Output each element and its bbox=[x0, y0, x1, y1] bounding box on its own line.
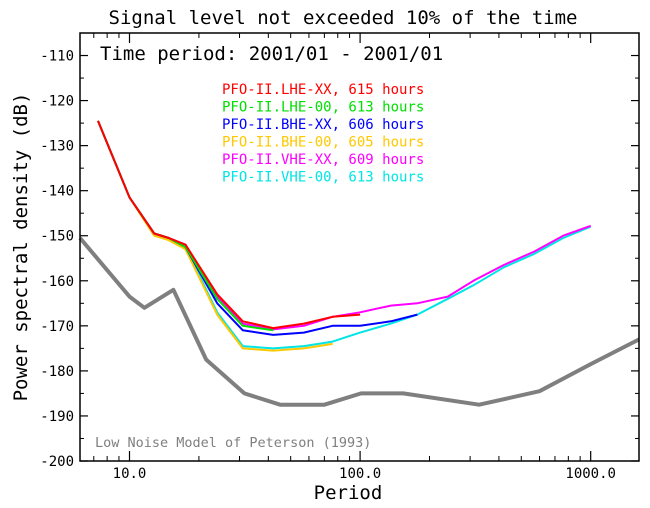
legend-entry: PFO-II.LHE-00, 613 hours bbox=[222, 100, 424, 116]
y-tick-label: -190 bbox=[40, 409, 74, 425]
x-tick-label: 10.0 bbox=[113, 466, 147, 482]
legend-entry: PFO-II.BHE-XX, 606 hours bbox=[222, 117, 424, 133]
legend-entry: PFO-II.BHE-00, 605 hours bbox=[222, 135, 424, 151]
y-axis-label: Power spectral density (dB) bbox=[10, 93, 32, 402]
y-tick-label: -200 bbox=[40, 454, 74, 470]
ticks-layer: -200 -190 -180 -170 -160 -150 -140 -130 -120 -110… bbox=[40, 33, 639, 482]
y-tick-label: -140 bbox=[40, 184, 74, 200]
legend-entry: PFO-II.LHE-XX, 615 hours bbox=[222, 82, 424, 98]
x-axis-label: Period bbox=[314, 482, 383, 504]
reference-model-line bbox=[78, 236, 640, 407]
legend: PFO-II.LHE-XX, 615 hours PFO-II.LHE-00, 6… bbox=[222, 82, 424, 186]
chart-title: Signal level not exceeded 10% of the tim… bbox=[109, 7, 578, 29]
y-tick-label: -170 bbox=[40, 319, 74, 335]
series-line-5 bbox=[97, 120, 361, 330]
y-tick-label: -150 bbox=[40, 229, 74, 245]
legend-entry: PFO-II.VHE-XX, 609 hours bbox=[222, 152, 424, 168]
y-tick-label: -180 bbox=[40, 364, 74, 380]
y-tick-label: -110 bbox=[40, 49, 74, 65]
series-layer bbox=[78, 120, 640, 407]
x-tick-label: 1000.0 bbox=[565, 466, 616, 482]
y-tick-label: -160 bbox=[40, 274, 74, 290]
x-tick-label: 100.0 bbox=[339, 466, 381, 482]
y-tick-label: -120 bbox=[40, 94, 74, 110]
legend-entry: PFO-II.VHE-00, 613 hours bbox=[222, 170, 424, 186]
y-tick-label: -130 bbox=[40, 139, 74, 155]
chart-subtitle: Time period: 2001/01 - 2001/01 bbox=[100, 43, 443, 65]
annotation-low-noise-model: Low Noise Model of Peterson (1993) bbox=[95, 435, 371, 451]
